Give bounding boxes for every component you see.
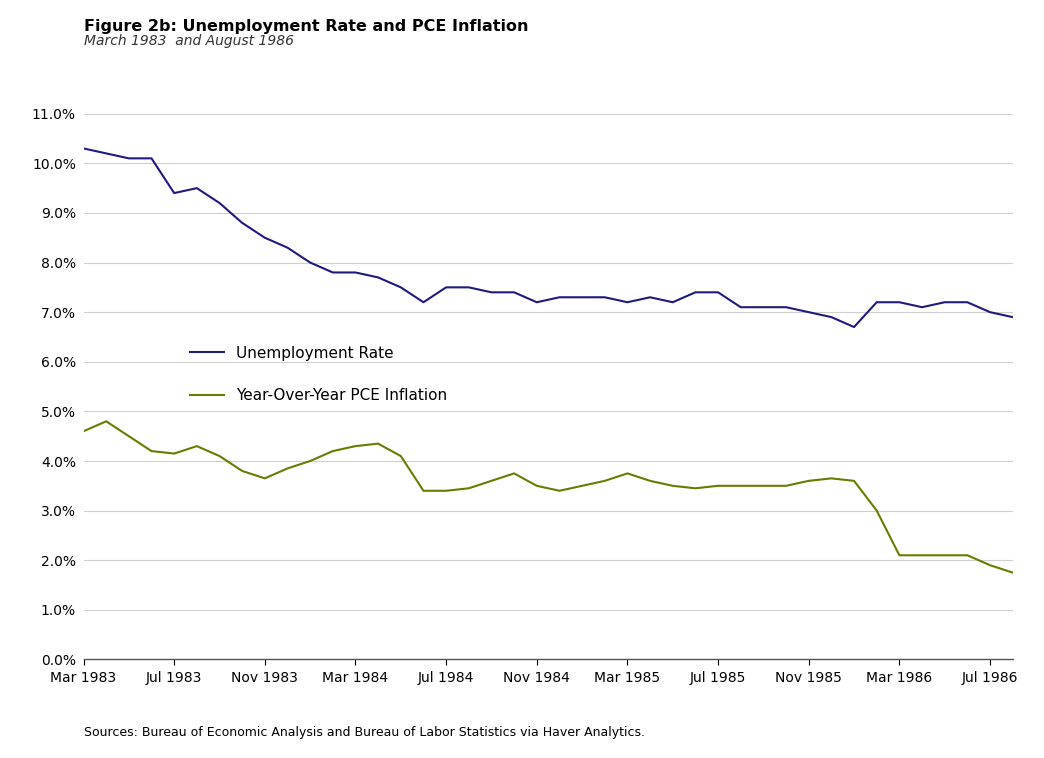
Unemployment Rate [349,268,361,277]
Unemployment Rate [553,293,566,302]
Year-Over-Year PCE Inflation [462,484,475,493]
Unemployment Rate [666,298,679,307]
Unemployment Rate [168,189,181,198]
Unemployment Rate [100,149,113,158]
Year-Over-Year PCE Inflation [825,474,837,483]
Unemployment Rate [145,154,158,163]
Year-Over-Year PCE Inflation [576,481,589,490]
Unemployment Rate [644,293,657,302]
Year-Over-Year PCE Inflation [983,561,996,570]
Year-Over-Year PCE Inflation [712,481,725,490]
Unemployment Rate [757,302,769,312]
Line: Unemployment Rate: Unemployment Rate [84,149,1013,327]
Year-Over-Year PCE Inflation [1006,568,1019,577]
Unemployment Rate [735,302,748,312]
Year-Over-Year PCE Inflation [757,481,769,490]
Unemployment Rate [236,218,248,227]
Unemployment Rate [191,183,204,193]
Year-Over-Year PCE Inflation [962,551,974,560]
Unemployment Rate [77,144,90,153]
Unemployment Rate [598,293,611,302]
Unemployment Rate [712,288,725,297]
Year-Over-Year PCE Inflation [213,452,226,461]
Year-Over-Year PCE Inflation [191,442,204,451]
Unemployment Rate [848,322,860,331]
Unemployment Rate [122,154,135,163]
Unemployment Rate [1006,312,1019,321]
Unemployment Rate [485,288,498,297]
Year-Over-Year PCE Inflation [418,486,430,495]
Unemployment Rate [395,283,407,292]
Year-Over-Year PCE Inflation [395,452,407,461]
Year-Over-Year PCE Inflation [236,466,248,475]
Unemployment Rate [440,283,452,292]
Unemployment Rate [689,288,702,297]
Year-Over-Year PCE Inflation [735,481,748,490]
Unemployment Rate [893,298,905,307]
Year-Over-Year PCE Inflation [77,427,90,436]
Year-Over-Year PCE Inflation [871,506,883,515]
Unemployment Rate [372,273,384,282]
Year-Over-Year PCE Inflation [145,446,158,456]
Year-Over-Year PCE Inflation [372,439,384,448]
Year-Over-Year PCE Inflation [122,431,135,440]
Year-Over-Year PCE Inflation [507,469,520,478]
Year-Over-Year PCE Inflation [780,481,792,490]
Unemployment Rate [418,298,430,307]
Unemployment Rate [916,302,928,312]
Year-Over-Year PCE Inflation [259,474,271,483]
Year-Over-Year PCE Inflation [644,476,657,485]
Year-Over-Year PCE Inflation [485,476,498,485]
Legend: Unemployment Rate, Year-Over-Year PCE Inflation: Unemployment Rate, Year-Over-Year PCE In… [184,340,453,409]
Year-Over-Year PCE Inflation [100,417,113,426]
Year-Over-Year PCE Inflation [440,486,452,495]
Year-Over-Year PCE Inflation [689,484,702,493]
Unemployment Rate [621,298,634,307]
Unemployment Rate [576,293,589,302]
Unemployment Rate [871,298,883,307]
Year-Over-Year PCE Inflation [893,551,905,560]
Text: Figure 2b: Unemployment Rate and PCE Inflation: Figure 2b: Unemployment Rate and PCE Inf… [84,19,528,34]
Unemployment Rate [304,258,316,267]
Unemployment Rate [462,283,475,292]
Year-Over-Year PCE Inflation [168,449,181,458]
Year-Over-Year PCE Inflation [848,476,860,485]
Text: March 1983  and August 1986: March 1983 and August 1986 [84,34,293,48]
Unemployment Rate [825,312,837,321]
Year-Over-Year PCE Inflation [598,476,611,485]
Year-Over-Year PCE Inflation [666,481,679,490]
Unemployment Rate [530,298,543,307]
Unemployment Rate [983,308,996,317]
Year-Over-Year PCE Inflation [530,481,543,490]
Year-Over-Year PCE Inflation [281,464,293,473]
Line: Year-Over-Year PCE Inflation: Year-Over-Year PCE Inflation [84,421,1013,572]
Unemployment Rate [780,302,792,312]
Unemployment Rate [213,199,226,208]
Unemployment Rate [803,308,815,317]
Unemployment Rate [327,268,339,277]
Year-Over-Year PCE Inflation [939,551,951,560]
Unemployment Rate [939,298,951,307]
Unemployment Rate [507,288,520,297]
Text: Sources: Bureau of Economic Analysis and Bureau of Labor Statistics via Haver An: Sources: Bureau of Economic Analysis and… [84,726,644,739]
Year-Over-Year PCE Inflation [304,456,316,465]
Year-Over-Year PCE Inflation [803,476,815,485]
Year-Over-Year PCE Inflation [349,442,361,451]
Unemployment Rate [259,233,271,243]
Year-Over-Year PCE Inflation [621,469,634,478]
Unemployment Rate [962,298,974,307]
Unemployment Rate [281,243,293,252]
Year-Over-Year PCE Inflation [553,486,566,495]
Year-Over-Year PCE Inflation [327,446,339,456]
Year-Over-Year PCE Inflation [916,551,928,560]
